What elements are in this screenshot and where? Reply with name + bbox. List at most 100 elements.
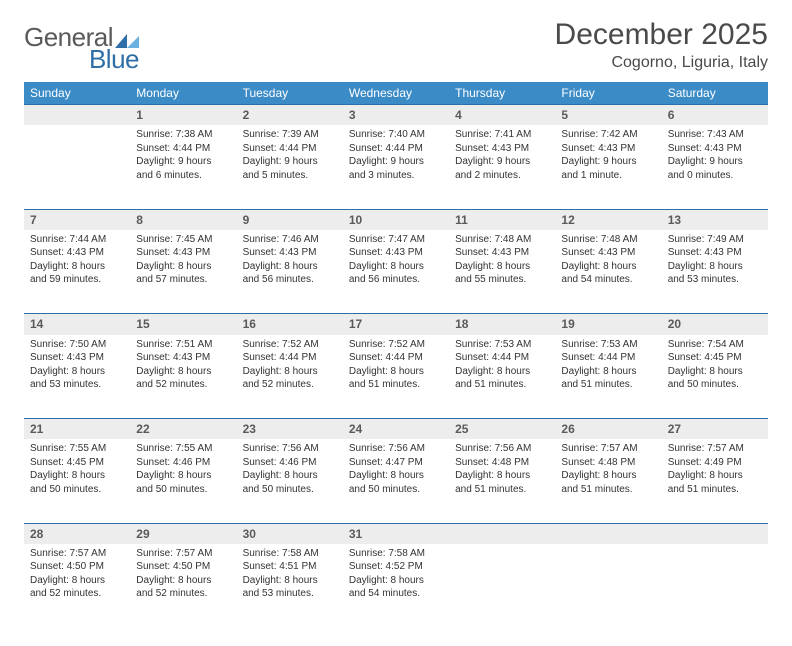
sunrise-line: Sunrise: 7:44 AM <box>30 233 124 247</box>
day-cell <box>449 544 555 628</box>
day-cell: Sunrise: 7:52 AMSunset: 4:44 PMDaylight:… <box>343 335 449 419</box>
sunset-value: 4:46 PM <box>173 457 210 468</box>
header: GeneralBlue December 2025 Cogorno, Ligur… <box>24 18 768 72</box>
day-cell-body: Sunrise: 7:54 AMSunset: 4:45 PMDaylight:… <box>662 335 768 398</box>
day-cell: Sunrise: 7:56 AMSunset: 4:48 PMDaylight:… <box>449 439 555 523</box>
weekday-header: Wednesday <box>343 82 449 105</box>
day-cell-body: Sunrise: 7:44 AMSunset: 4:43 PMDaylight:… <box>24 230 130 293</box>
sunrise-label: Sunrise: <box>136 129 173 140</box>
sunrise-line: Sunrise: 7:47 AM <box>349 233 443 247</box>
sunrise-line: Sunrise: 7:39 AM <box>243 128 337 142</box>
sunset-label: Sunset: <box>455 247 489 258</box>
sunrise-label: Sunrise: <box>243 548 280 559</box>
sunrise-line: Sunrise: 7:57 AM <box>136 547 230 561</box>
daylight-line: Daylight: 8 hours and 59 minutes. <box>30 260 124 287</box>
sunset-label: Sunset: <box>349 143 383 154</box>
daynum-row: 21222324252627 <box>24 419 768 440</box>
day-cell-body: Sunrise: 7:39 AMSunset: 4:44 PMDaylight:… <box>237 125 343 188</box>
sunset-label: Sunset: <box>455 457 489 468</box>
sunset-value: 4:52 PM <box>386 561 423 572</box>
day-cell: Sunrise: 7:58 AMSunset: 4:52 PMDaylight:… <box>343 544 449 628</box>
sunset-label: Sunset: <box>668 457 702 468</box>
sunrise-line: Sunrise: 7:55 AM <box>136 442 230 456</box>
day-body-row: Sunrise: 7:38 AMSunset: 4:44 PMDaylight:… <box>24 125 768 209</box>
sunset-line: Sunset: 4:43 PM <box>30 351 124 365</box>
sunrise-label: Sunrise: <box>668 339 705 350</box>
weekday-header-row: SundayMondayTuesdayWednesdayThursdayFrid… <box>24 82 768 105</box>
sunrise-value: 7:56 AM <box>282 443 319 454</box>
day-number-cell <box>449 523 555 544</box>
daylight-line: Daylight: 8 hours and 51 minutes. <box>349 365 443 392</box>
daylight-line: Daylight: 8 hours and 50 minutes. <box>349 469 443 496</box>
day-cell-body: Sunrise: 7:56 AMSunset: 4:46 PMDaylight:… <box>237 439 343 502</box>
sunset-label: Sunset: <box>243 352 277 363</box>
sunset-value: 4:49 PM <box>704 457 741 468</box>
day-number-cell: 24 <box>343 419 449 440</box>
sunset-label: Sunset: <box>136 352 170 363</box>
sunset-label: Sunset: <box>30 352 64 363</box>
day-number-cell: 3 <box>343 105 449 126</box>
day-cell: Sunrise: 7:49 AMSunset: 4:43 PMDaylight:… <box>662 230 768 314</box>
sunrise-value: 7:53 AM <box>601 339 638 350</box>
sunrise-value: 7:57 AM <box>69 548 106 559</box>
sunset-label: Sunset: <box>668 352 702 363</box>
sunset-value: 4:43 PM <box>67 352 104 363</box>
day-number-cell <box>662 523 768 544</box>
sunrise-label: Sunrise: <box>455 234 492 245</box>
daylight-line: Daylight: 8 hours and 54 minutes. <box>349 574 443 601</box>
daylight-label: Daylight: <box>136 575 175 586</box>
daylight-label: Daylight: <box>349 470 388 481</box>
sunset-label: Sunset: <box>668 247 702 258</box>
day-number-cell: 1 <box>130 105 236 126</box>
day-cell: Sunrise: 7:57 AMSunset: 4:49 PMDaylight:… <box>662 439 768 523</box>
day-cell: Sunrise: 7:43 AMSunset: 4:43 PMDaylight:… <box>662 125 768 209</box>
sunrise-line: Sunrise: 7:55 AM <box>30 442 124 456</box>
sunrise-line: Sunrise: 7:42 AM <box>561 128 655 142</box>
sunrise-value: 7:55 AM <box>69 443 106 454</box>
sunset-value: 4:46 PM <box>279 457 316 468</box>
daylight-line: Daylight: 8 hours and 54 minutes. <box>561 260 655 287</box>
day-cell-body: Sunrise: 7:48 AMSunset: 4:43 PMDaylight:… <box>555 230 661 293</box>
sunrise-line: Sunrise: 7:51 AM <box>136 338 230 352</box>
day-cell: Sunrise: 7:55 AMSunset: 4:46 PMDaylight:… <box>130 439 236 523</box>
daylight-line: Daylight: 8 hours and 50 minutes. <box>668 365 762 392</box>
day-cell-body: Sunrise: 7:57 AMSunset: 4:48 PMDaylight:… <box>555 439 661 502</box>
sunrise-line: Sunrise: 7:53 AM <box>455 338 549 352</box>
sunset-label: Sunset: <box>243 247 277 258</box>
day-body-row: Sunrise: 7:44 AMSunset: 4:43 PMDaylight:… <box>24 230 768 314</box>
sunrise-line: Sunrise: 7:40 AM <box>349 128 443 142</box>
sunrise-value: 7:48 AM <box>601 234 638 245</box>
sunset-line: Sunset: 4:46 PM <box>243 456 337 470</box>
daynum-row: 14151617181920 <box>24 314 768 335</box>
sunrise-value: 7:46 AM <box>282 234 319 245</box>
day-cell-body: Sunrise: 7:38 AMSunset: 4:44 PMDaylight:… <box>130 125 236 188</box>
sunset-line: Sunset: 4:43 PM <box>668 142 762 156</box>
sunset-line: Sunset: 4:51 PM <box>243 560 337 574</box>
sunset-line: Sunset: 4:48 PM <box>455 456 549 470</box>
day-number-cell: 29 <box>130 523 236 544</box>
sunrise-label: Sunrise: <box>561 443 598 454</box>
daylight-line: Daylight: 8 hours and 50 minutes. <box>30 469 124 496</box>
sunrise-value: 7:40 AM <box>388 129 425 140</box>
day-number-cell: 6 <box>662 105 768 126</box>
daylight-label: Daylight: <box>30 575 69 586</box>
sunrise-line: Sunrise: 7:50 AM <box>30 338 124 352</box>
daylight-line: Daylight: 8 hours and 56 minutes. <box>243 260 337 287</box>
daylight-line: Daylight: 8 hours and 55 minutes. <box>455 260 549 287</box>
day-number-cell: 10 <box>343 209 449 230</box>
daylight-label: Daylight: <box>455 366 494 377</box>
daylight-label: Daylight: <box>349 156 388 167</box>
day-cell <box>24 125 130 209</box>
sunrise-label: Sunrise: <box>136 339 173 350</box>
sunrise-label: Sunrise: <box>136 548 173 559</box>
sunset-value: 4:44 PM <box>173 143 210 154</box>
sunrise-label: Sunrise: <box>561 129 598 140</box>
sunrise-value: 7:42 AM <box>601 129 638 140</box>
calendar-table: SundayMondayTuesdayWednesdayThursdayFrid… <box>24 82 768 628</box>
day-cell-body: Sunrise: 7:53 AMSunset: 4:44 PMDaylight:… <box>555 335 661 398</box>
daylight-line: Daylight: 9 hours and 1 minute. <box>561 155 655 182</box>
sunrise-value: 7:54 AM <box>707 339 744 350</box>
day-cell: Sunrise: 7:56 AMSunset: 4:46 PMDaylight:… <box>237 439 343 523</box>
sunrise-label: Sunrise: <box>30 234 67 245</box>
sunrise-label: Sunrise: <box>243 129 280 140</box>
